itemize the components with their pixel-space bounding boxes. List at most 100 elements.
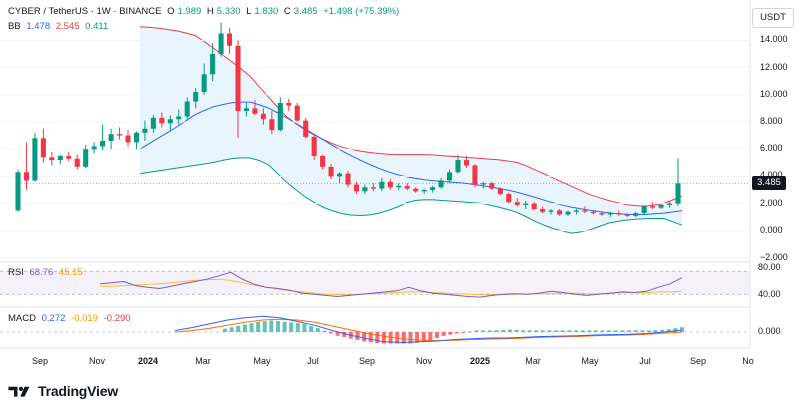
candle-body [83,149,89,167]
candle-body [379,181,385,189]
macd-histogram-bar [295,323,300,332]
macd-histogram-bar [269,320,274,332]
currency-button[interactable]: USDT [752,8,794,28]
symbol-title[interactable]: CYBER / TetherUS · 1W · BINANCE [8,6,162,17]
rsi-line [99,271,683,298]
price-tick-label: 2.000 [760,197,783,208]
macd-label[interactable]: MACD [8,313,36,324]
candle-body [658,204,664,208]
candle-body [472,165,478,185]
candle-body [675,183,681,204]
price-tick-label: 0.000 [760,224,783,235]
price-tick-label: −2.000 [760,252,788,262]
candle-body [15,172,21,211]
low-label: L [246,6,252,17]
symbol-legend[interactable]: CYBER / TetherUS · 1W · BINANCE O 1.989 H… [8,6,402,17]
bb-basis-line [139,101,683,215]
candle-body [286,102,292,106]
candle-body [218,33,224,54]
change-value: +1.498 (+75.39%) [323,6,400,17]
macd-histogram-bar [454,332,459,334]
macd-histogram-bar [249,323,254,332]
macd-histogram-bar [540,330,545,332]
macd-hist-value: -0.290 [103,313,131,324]
macd-histogram-bar [309,326,314,332]
candle-body [497,188,503,195]
rsi-label[interactable]: RSI [8,267,24,278]
macd-histogram-bar [468,331,473,333]
candle-body [463,160,469,166]
macd-legend[interactable]: MACD 0.272 -0.019 -0.290 [8,313,134,324]
macd-histogram-bar [275,321,280,332]
macd-histogram-bar [527,330,532,332]
macd-histogram-bar [547,330,552,332]
candle-body [243,108,249,112]
candle-body [184,101,190,117]
macd-histogram-bar [593,330,598,332]
macd-histogram-bar [441,332,446,336]
candle-body [345,173,351,185]
time-tick-label: Nov [415,356,433,366]
macd-histogram-bar [322,330,327,332]
macd-histogram-bar [428,332,433,341]
candle-body [607,213,613,215]
candle-body [438,180,444,188]
time-tick-label: No [742,356,754,366]
macd-histogram-bar [646,330,651,332]
macd-histogram-bar [289,322,294,332]
candle-body [590,211,596,214]
bb-legend[interactable]: BB 1.478 2.545 0.411 [8,21,111,32]
macd-histogram-bar [587,330,592,332]
macd-histogram-bar [580,330,585,332]
price-tick-label: 14.000 [760,34,788,45]
tradingview-brand[interactable]: TradingView [8,382,118,400]
macd-histogram-bar [560,330,565,332]
candle-body [337,173,343,177]
macd-histogram-bar [282,321,287,332]
candle-body [599,213,605,215]
candle-body [311,136,317,156]
close-label: C [283,6,291,17]
candle-body [193,92,199,102]
rsi-ma-line [100,278,683,296]
macd-histogram-bar [408,332,413,344]
macd-histogram-bar [448,332,453,335]
time-tick-label: 2025 [469,356,491,366]
candle-body [548,210,554,212]
tradingview-logo-icon [8,386,30,397]
macd-histogram-bar [401,332,406,344]
candle-body [667,203,673,205]
macd-histogram-bar [362,332,367,342]
candle-body [117,134,123,136]
bb-label[interactable]: BB [8,21,21,32]
time-tick-label: Nov [88,356,106,366]
candle-body [159,117,165,124]
brand-name: TradingView [38,383,119,399]
candle-body [480,183,486,185]
candle-body [100,141,106,147]
last-price-label: 3.485 [752,176,786,190]
candle-body [531,203,537,210]
time-tick-label: Sep [31,356,49,366]
macd-histogram-bar [640,330,645,332]
chart-canvas[interactable] [0,0,800,380]
macd-histogram-bar [487,330,492,332]
macd-histogram-bar [613,330,618,332]
time-tick-label: Jul [639,356,651,366]
rsi-value: 68.76 [29,267,54,278]
candle-body [616,213,622,215]
macd-histogram-bar [302,323,307,332]
time-tick-label: Sep [689,356,707,366]
high-label: H [206,6,214,17]
candle-body [650,206,656,208]
macd-value: 0.272 [41,313,66,324]
rsi-legend[interactable]: RSI 68.76 45.15 [8,267,86,278]
macd-histogram-bar [514,329,519,332]
macd-histogram-bar [368,332,373,343]
candle-body [404,185,410,189]
candle-body [633,213,639,216]
rsi-level-lower: 40.00 [758,289,781,299]
macd-zero-level: 0.000 [758,326,781,336]
candle-body [396,185,402,188]
candle-body [624,214,630,216]
